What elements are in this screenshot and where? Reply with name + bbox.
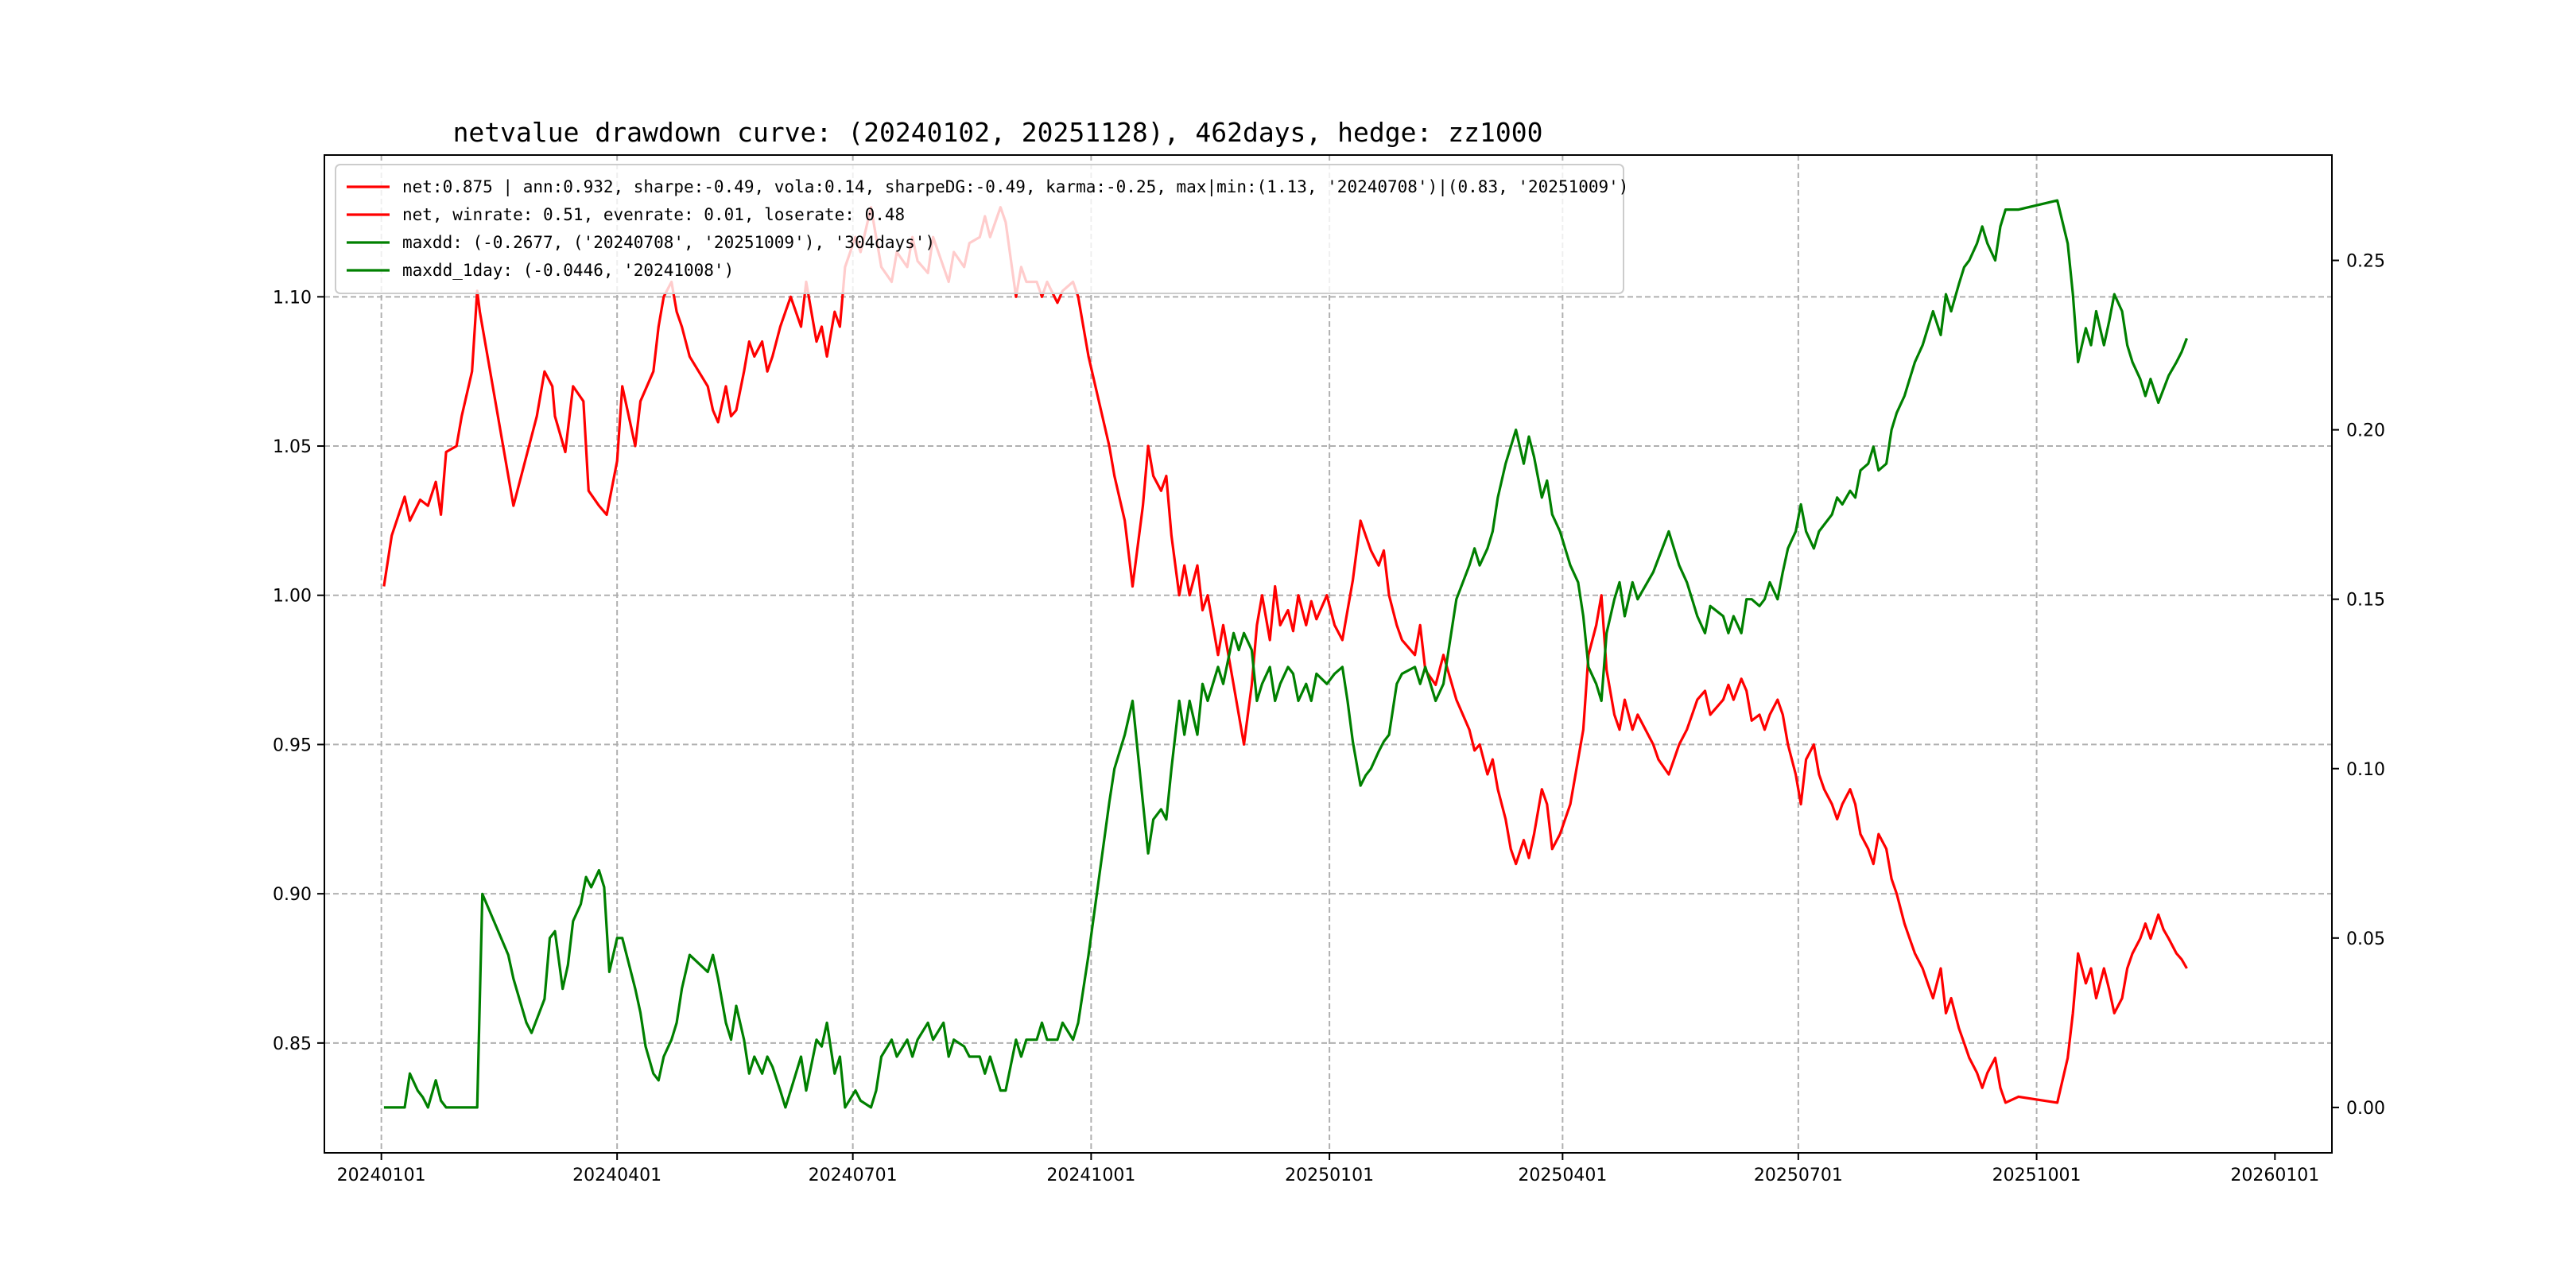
x-tick-label: 20260101 <box>2230 1166 2319 1185</box>
tick-layer: 20240101 20240401 20240701 20241001 20250101… <box>273 252 2385 1185</box>
y-right-tick-label: 0.20 <box>2346 421 2385 441</box>
net-series-line <box>382 206 2188 1104</box>
legend-label: maxdd: (-0.2677, ('20240708', '20251009'… <box>402 233 935 252</box>
y-left-tick-label: 1.10 <box>273 288 312 308</box>
x-tick-label: 20251001 <box>1992 1166 2081 1185</box>
legend-label: net:0.875 | ann:0.932, sharpe:-0.49, vol… <box>402 177 1628 197</box>
series-layer <box>382 199 2188 1109</box>
x-tick-label: 20250401 <box>1518 1166 1607 1185</box>
y-left-tick-label: 0.90 <box>273 885 312 905</box>
y-right-tick-label: 0.00 <box>2346 1099 2385 1119</box>
legend-box <box>335 164 1624 294</box>
x-tick-label: 20240701 <box>809 1166 898 1185</box>
legend: net:0.875 | ann:0.932, sharpe:-0.49, vol… <box>335 164 1628 294</box>
x-tick-label: 20250701 <box>1754 1166 1843 1185</box>
y-left-tick-label: 0.95 <box>273 735 312 755</box>
legend-label: maxdd_1day: (-0.0446, '20241008') <box>402 261 734 280</box>
legend-label: net, winrate: 0.51, evenrate: 0.01, lose… <box>402 205 905 224</box>
x-tick-label: 20241001 <box>1046 1166 1135 1185</box>
x-tick-label: 20240101 <box>337 1166 426 1185</box>
x-tick-label: 20250101 <box>1285 1166 1374 1185</box>
y-right-tick-label: 0.10 <box>2346 760 2385 780</box>
grid-lines <box>324 155 2332 1153</box>
y-left-tick-label: 1.05 <box>273 437 312 457</box>
y-right-tick-label: 0.15 <box>2346 591 2385 611</box>
y-left-tick-label: 1.00 <box>273 587 312 607</box>
y-right-tick-label: 0.05 <box>2346 929 2385 949</box>
y-right-tick-label: 0.25 <box>2346 252 2385 272</box>
maxdd-series-line <box>383 199 2188 1109</box>
x-tick-label: 20240401 <box>572 1166 661 1185</box>
y-left-tick-label: 0.85 <box>273 1034 312 1054</box>
plot-frame <box>324 154 2333 1154</box>
chart-title: netvalue drawdown curve: (20240102, 2025… <box>453 117 1543 148</box>
